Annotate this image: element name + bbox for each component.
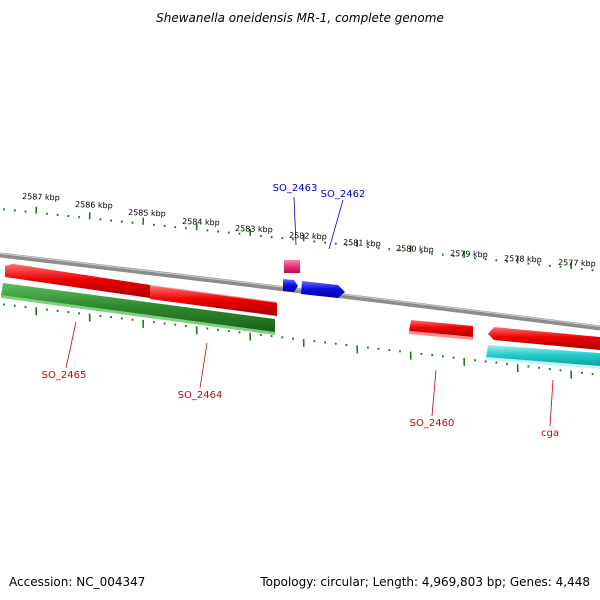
gene-label-SO_2465[interactable]: SO_2465 xyxy=(42,370,87,381)
scale-label: 2586 kbp xyxy=(75,200,113,210)
scale-label: 2585 kbp xyxy=(128,208,166,218)
gene-label-SO_2462[interactable]: SO_2462 xyxy=(321,189,366,200)
scale-label: 2587 kbp xyxy=(22,192,60,202)
label-line-SO_2464 xyxy=(199,342,208,389)
scale-label: 2579 kbp xyxy=(450,249,488,259)
gene-SO_2463-block[interactable] xyxy=(283,279,298,292)
label-line-SO_2460 xyxy=(431,369,437,417)
scale-label: 2580 kbp xyxy=(396,244,434,254)
scale-label: 2577 kbp xyxy=(558,258,596,268)
label-line-SO_2463 xyxy=(293,196,297,246)
gene-SO_2464-forward[interactable] xyxy=(150,285,277,316)
gene-SO_2465-forward[interactable] xyxy=(5,264,150,298)
accession-text: Accession: NC_004347 xyxy=(9,575,145,589)
scale-label: 2578 kbp xyxy=(504,254,542,264)
scale-label: 2581 kbp xyxy=(343,238,381,248)
genome-backbone xyxy=(0,252,600,331)
scale-labels: 2587 kbp 2586 kbp 2585 kbp 2584 kbp 2583… xyxy=(22,192,596,268)
inner-scale-ticks xyxy=(3,303,594,379)
scale-label: 2582 kbp xyxy=(289,231,327,241)
map-title: Shewanella oneidensis MR-1, complete gen… xyxy=(156,11,444,25)
gene-SO_2462[interactable] xyxy=(301,281,345,298)
gene-label-SO_2463[interactable]: SO_2463 xyxy=(273,183,318,194)
label-line-cga xyxy=(549,379,554,427)
gene-cga-forward[interactable] xyxy=(488,327,600,350)
gene-label-SO_2464[interactable]: SO_2464 xyxy=(178,390,223,401)
scale-label: 2583 kbp xyxy=(235,224,273,234)
gene-label-SO_2460[interactable]: SO_2460 xyxy=(410,418,455,429)
gene-cga-rna[interactable] xyxy=(486,345,600,369)
genome-backbone-highlight xyxy=(0,253,600,327)
label-line-SO_2465 xyxy=(65,321,77,369)
label-line-SO_2462 xyxy=(328,199,344,250)
gene-label-cga[interactable]: cga xyxy=(541,428,559,439)
gene-SO_2460[interactable] xyxy=(409,320,473,340)
genome-summary-text: Topology: circular; Length: 4,969,803 bp… xyxy=(259,575,590,589)
gene-SO_2463[interactable] xyxy=(284,260,300,273)
outer-scale-ticks xyxy=(3,206,594,272)
gene-SO_2464-reverse[interactable] xyxy=(1,283,275,335)
scale-label: 2584 kbp xyxy=(182,217,220,227)
